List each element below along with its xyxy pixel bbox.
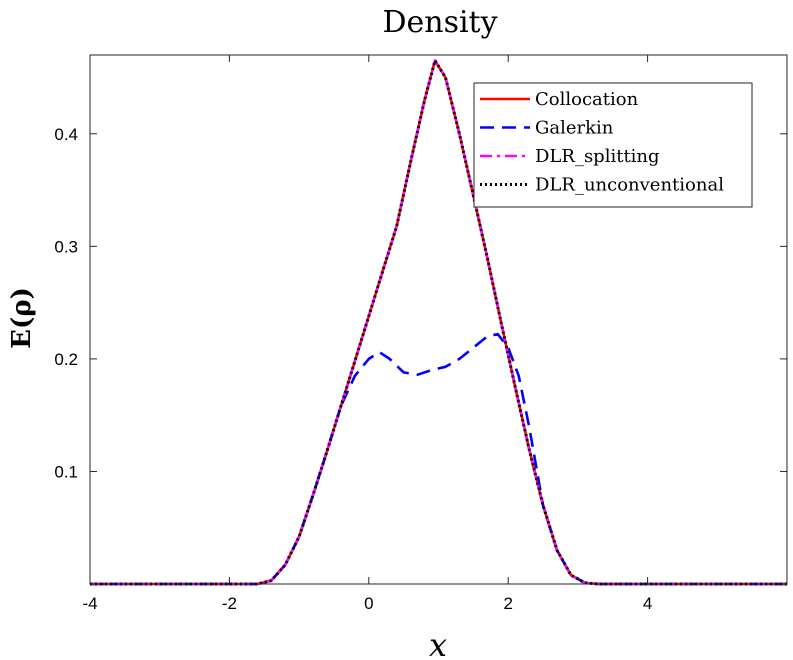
y-tick-label: 0.4 [54,125,78,144]
series-layer [90,59,787,586]
x-axis-label: x [429,626,447,660]
y-tick-label: 0.1 [54,462,78,481]
chart-title: Density [382,5,497,40]
x-tick-label: -4 [82,594,97,613]
legend-label: DLR_splitting [535,146,660,167]
legend: Collocation Galerkin DLR_splitting DLR_unco… [473,82,753,208]
x-tick-label: -2 [222,594,237,613]
y-axis-label: E(ρ) [7,287,37,349]
x-ticks: -4 -2 0 2 4 [82,55,652,613]
legend-label: Galerkin [535,118,614,139]
axes-frame [89,54,788,585]
y-tick-label: 0.3 [54,237,78,256]
x-tick-label: 2 [503,594,512,613]
x-tick-label: 0 [364,594,373,613]
x-tick-label: 4 [643,594,652,613]
y-ticks: 0.1 0.2 0.3 0.4 [54,125,787,481]
legend-label: Collocation [535,89,639,110]
series-line-dlr-unconventional [90,59,787,586]
legend-box [473,82,753,208]
y-tick-label: 0.2 [54,350,78,369]
legend-label: DLR_unconventional [535,175,724,196]
